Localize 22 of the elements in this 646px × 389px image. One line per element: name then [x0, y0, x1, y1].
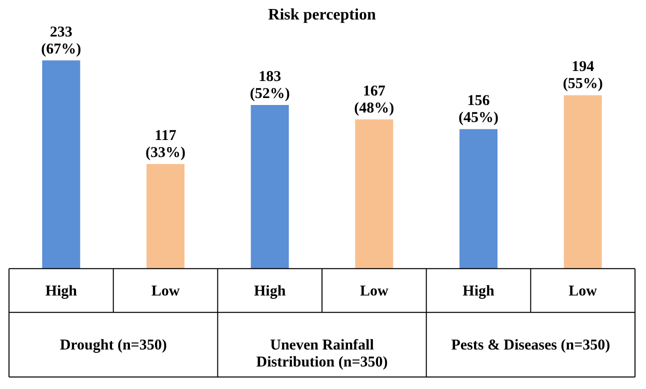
x-tick-label: High	[254, 284, 286, 300]
data-label: 194 (55%)	[562, 59, 603, 92]
x-tick-label: Low	[151, 284, 180, 300]
bar	[250, 105, 289, 269]
data-label: 156 (45%)	[458, 93, 498, 126]
bar	[146, 164, 184, 269]
data-label: 233 (67%)	[41, 24, 82, 58]
chart-title: Risk perception	[268, 6, 376, 24]
text: Pests & Diseases (n=350)	[451, 338, 610, 354]
text: Drought (n=350)	[60, 338, 167, 354]
text: Uneven Rainfall Distribution (n=350)	[256, 338, 388, 371]
bar	[564, 95, 602, 269]
bar	[460, 129, 498, 269]
bar	[355, 119, 394, 269]
data-label: 183 (52%)	[250, 69, 290, 102]
data-label: 117 (33%)	[146, 128, 186, 162]
bar	[42, 60, 80, 269]
x-tick-label: Low	[360, 284, 388, 300]
x-tick-label: High	[462, 284, 495, 300]
x-tick-label: Low	[568, 284, 598, 300]
data-label: 167 (48%)	[354, 83, 394, 116]
x-tick-label: High	[45, 284, 78, 300]
